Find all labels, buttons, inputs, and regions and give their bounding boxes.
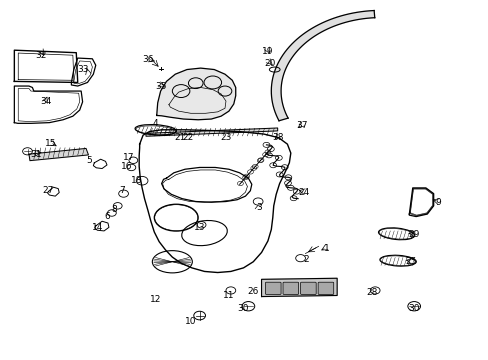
Polygon shape — [29, 148, 88, 161]
Text: 5: 5 — [86, 156, 92, 165]
Polygon shape — [157, 68, 235, 120]
Text: 16: 16 — [121, 162, 132, 171]
Text: 2: 2 — [303, 255, 308, 264]
Text: 24: 24 — [298, 188, 309, 197]
Text: 9: 9 — [435, 198, 441, 207]
Text: 29: 29 — [407, 230, 419, 239]
Text: 8: 8 — [111, 205, 117, 214]
Text: 17: 17 — [122, 153, 134, 162]
Text: 13: 13 — [194, 223, 205, 232]
Text: 27: 27 — [43, 185, 54, 194]
Text: 31: 31 — [30, 150, 41, 159]
Text: 15: 15 — [44, 139, 56, 148]
Text: 28: 28 — [366, 288, 377, 297]
Text: 4: 4 — [153, 119, 158, 128]
FancyBboxPatch shape — [318, 282, 333, 294]
Text: 23: 23 — [220, 133, 231, 142]
Text: 32: 32 — [35, 51, 46, 60]
Text: 30: 30 — [237, 304, 249, 313]
Text: 34: 34 — [40, 97, 51, 106]
Text: 20: 20 — [264, 59, 275, 68]
Text: 14: 14 — [91, 223, 102, 232]
Text: 10: 10 — [185, 317, 196, 326]
Text: 30: 30 — [407, 304, 419, 313]
FancyBboxPatch shape — [283, 282, 298, 294]
FancyBboxPatch shape — [265, 282, 281, 294]
Polygon shape — [261, 278, 336, 297]
Text: 19: 19 — [262, 47, 273, 56]
Text: 38: 38 — [271, 133, 283, 142]
Text: 25: 25 — [405, 257, 416, 266]
Text: 12: 12 — [150, 294, 161, 303]
Text: 26: 26 — [247, 287, 259, 296]
Text: 3: 3 — [256, 203, 262, 212]
Text: 36: 36 — [142, 55, 153, 64]
Text: 11: 11 — [223, 291, 234, 300]
Text: 1: 1 — [323, 244, 328, 253]
Text: 6: 6 — [104, 212, 110, 221]
FancyBboxPatch shape — [300, 282, 316, 294]
Polygon shape — [271, 10, 374, 121]
Text: 22: 22 — [183, 133, 194, 142]
Text: 37: 37 — [296, 121, 307, 130]
Text: 33: 33 — [77, 65, 88, 74]
Text: 18: 18 — [130, 176, 142, 185]
Text: 35: 35 — [155, 82, 166, 91]
Text: 21: 21 — [174, 133, 185, 142]
Text: 7: 7 — [119, 186, 124, 195]
Polygon shape — [146, 128, 277, 136]
